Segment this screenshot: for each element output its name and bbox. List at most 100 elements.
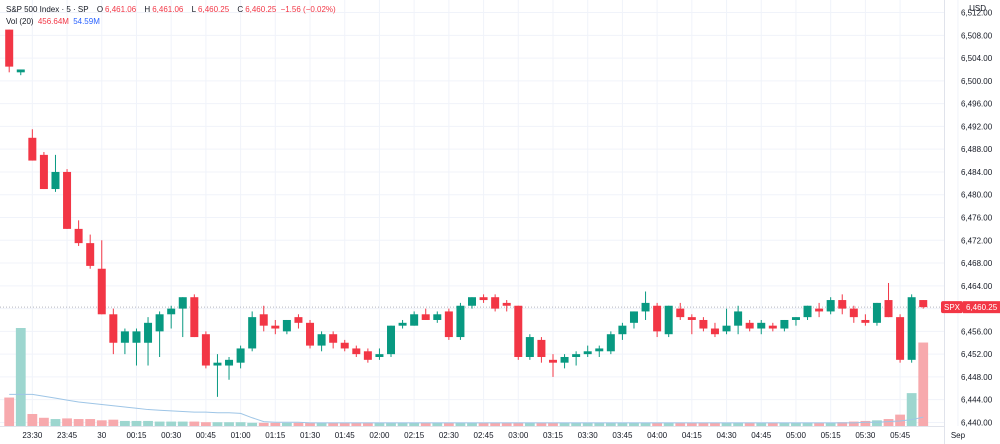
- legend: S&P 500 Index · 5 · SP O 6,461.06 H 6,461.…: [6, 4, 338, 28]
- candle: [815, 302, 824, 318]
- volume-bar: [305, 422, 315, 426]
- candle-body: [872, 302, 881, 323]
- candle: [109, 308, 118, 355]
- volume-bar: [548, 422, 558, 426]
- volume-bar: [143, 420, 153, 426]
- volume-bar: [27, 413, 38, 426]
- volume-bar: [258, 422, 269, 426]
- candle-body: [618, 325, 627, 335]
- volume-bar: [339, 422, 350, 426]
- candle-body: [537, 339, 546, 357]
- candle: [687, 314, 696, 335]
- volume-bar: [848, 421, 859, 426]
- candle-body: [919, 300, 928, 308]
- volume-bar: [50, 419, 61, 426]
- volume-bar: [733, 422, 744, 426]
- candle: [421, 308, 430, 320]
- candle: [722, 308, 731, 335]
- volume-bar: [328, 422, 339, 426]
- candle-body: [86, 243, 95, 266]
- x-tick-label: 02:30: [439, 431, 460, 440]
- candle-body: [259, 314, 268, 326]
- candle-body: [838, 300, 847, 309]
- candle: [317, 331, 326, 352]
- volume-bar: [536, 422, 547, 426]
- candle: [653, 302, 662, 338]
- y-tick-label: 6,484.00: [961, 168, 993, 177]
- candle-body: [120, 331, 129, 343]
- close-label: C: [237, 5, 244, 14]
- candle: [201, 331, 210, 369]
- open-label: O: [96, 5, 104, 14]
- y-tick-label: 6,480.00: [961, 191, 993, 200]
- volume-bar: [62, 418, 72, 426]
- volume-bar: [675, 422, 686, 426]
- candle: [236, 345, 245, 369]
- candle-body: [433, 314, 442, 320]
- volume-bar: [351, 422, 362, 426]
- volume-bar: [166, 421, 177, 426]
- currency-label[interactable]: USD: [969, 4, 986, 13]
- candle: [861, 314, 870, 326]
- volume-bar: [837, 422, 848, 426]
- volume-bar: [629, 422, 639, 426]
- x-tick-label: 00:30: [161, 431, 182, 440]
- candle: [676, 302, 685, 320]
- candle: [410, 311, 419, 326]
- candle-body: [699, 319, 708, 329]
- candle: [479, 294, 488, 303]
- candle: [456, 302, 465, 340]
- candle-body: [861, 319, 870, 323]
- candle: [155, 311, 164, 357]
- candle: [907, 294, 916, 363]
- y-tick-label: 6,492.00: [961, 122, 993, 131]
- candle: [86, 234, 95, 269]
- price-badge: [963, 301, 1000, 314]
- candle-body: [791, 317, 800, 320]
- volume-bar: [698, 422, 709, 426]
- candle: [641, 291, 650, 320]
- x-tick-label: 05:15: [821, 431, 842, 440]
- volume-value: 456.64M: [37, 17, 69, 26]
- candle-body: [815, 308, 824, 312]
- candle: [919, 300, 928, 309]
- candle: [294, 314, 303, 329]
- candle-body: [722, 325, 731, 332]
- ticker-badge: [941, 301, 963, 314]
- volume-bar: [443, 422, 454, 426]
- last-price-tag: SPX 6,460.25: [941, 301, 1000, 314]
- candle: [144, 317, 153, 366]
- x-tick-label: 04:45: [751, 431, 772, 440]
- x-tick-label: 03:30: [578, 431, 599, 440]
- candle: [74, 220, 83, 246]
- candle-body: [514, 305, 523, 357]
- volume-bar: [872, 420, 882, 426]
- candle: [16, 69, 25, 76]
- ohlc-legend-row: S&P 500 Index · 5 · SP O 6,461.06 H 6,461.…: [6, 4, 338, 16]
- candle-body: [28, 137, 37, 161]
- volume-bar: [513, 422, 524, 426]
- candle-body: [109, 314, 118, 343]
- candle-body: [548, 359, 557, 363]
- x-tick-label: 02:15: [404, 431, 425, 440]
- x-tick-label: 01:15: [265, 431, 286, 440]
- volume-bar: [605, 422, 616, 426]
- candle-body: [398, 322, 407, 326]
- candle-body: [375, 354, 384, 357]
- symbol-label[interactable]: S&P 500 Index · 5 · SP: [6, 5, 89, 14]
- candle-body: [768, 325, 777, 329]
- volume-bar: [4, 397, 15, 426]
- candle-body: [468, 297, 476, 306]
- candle-body: [248, 317, 257, 349]
- candle: [734, 305, 743, 335]
- volume-bar: [409, 422, 420, 426]
- candle-body: [132, 331, 141, 343]
- candle: [896, 314, 905, 363]
- candle-body: [757, 322, 766, 329]
- candle: [28, 129, 37, 161]
- volume-label[interactable]: Vol (20): [6, 17, 34, 26]
- candle-body: [236, 348, 245, 363]
